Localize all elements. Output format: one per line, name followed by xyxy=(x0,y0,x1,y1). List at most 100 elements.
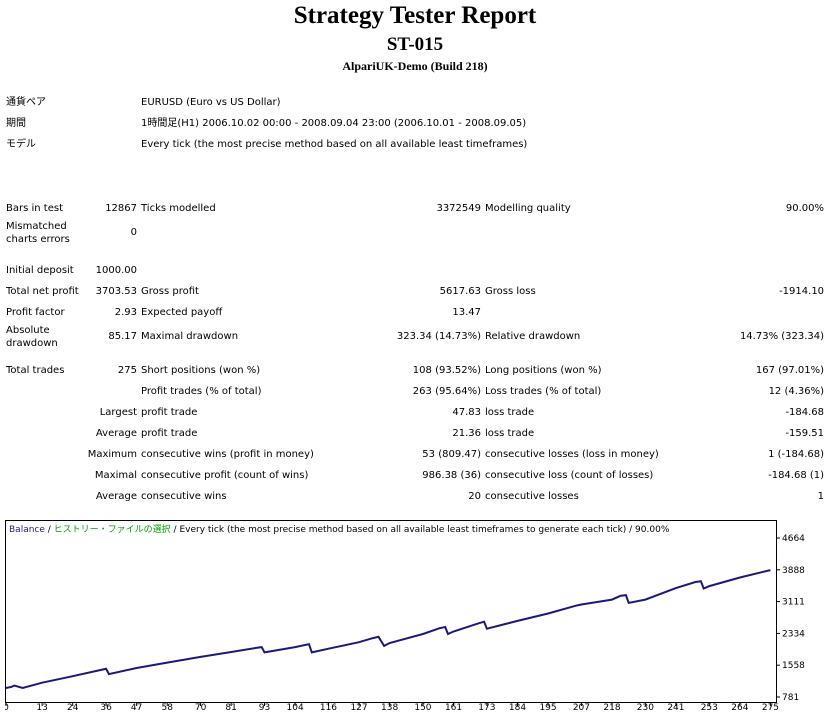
deposit-label: Initial deposit xyxy=(6,265,74,276)
row-net-profit: Total net profit 3703.53 Gross profit 56… xyxy=(4,281,826,302)
balance-chart: Balance / ヒストリー・ファイルの選択 / Every tick (th… xyxy=(5,520,805,710)
mismatch-value: 0 xyxy=(130,227,137,238)
y-tick-label: 3111 xyxy=(782,598,805,608)
row-largest: Largest profit trade 47.83 loss trade -1… xyxy=(4,402,826,423)
maximal-consecutive-profit-value: 986.38 (36) xyxy=(422,470,481,481)
ticks-label: Ticks modelled xyxy=(141,203,216,214)
chart-header-separator: / xyxy=(171,525,180,535)
x-tick-label: 116 xyxy=(320,703,337,710)
profit-factor-value: 2.93 xyxy=(114,307,137,318)
x-tick-label: 241 xyxy=(667,703,684,710)
max-consecutive-wins-value: 53 (809.47) xyxy=(422,449,481,460)
expected-payoff-value: 13.47 xyxy=(452,307,481,318)
average-consecutive-label: Average xyxy=(95,491,137,502)
short-positions-value: 108 (93.52%) xyxy=(412,365,481,376)
row-symbol: 通貨ペア EURUSD (Euro vs US Dollar) xyxy=(4,92,826,113)
largest-label: Largest xyxy=(99,407,137,418)
largest-profit-label: profit trade xyxy=(141,407,198,418)
quality-label: Modelling quality xyxy=(485,203,571,214)
row-bars: Bars in test 12867 Ticks modelled 337254… xyxy=(4,198,826,219)
loss-trades-value: 12 (4.36%) xyxy=(768,386,825,397)
row-deposit: Initial deposit 1000.00 xyxy=(4,260,826,281)
loss-trades-label: Loss trades (% of total) xyxy=(485,386,602,397)
total-trades-value: 275 xyxy=(117,365,137,376)
x-tick-label: 195 xyxy=(539,703,556,710)
period-label: 期間 xyxy=(6,118,26,129)
ticks-value: 3372549 xyxy=(436,203,481,214)
maximal-consecutive-loss-label: consecutive loss (count of losses) xyxy=(485,470,654,481)
model-value: Every tick (the most precise method base… xyxy=(141,139,528,150)
max-consecutive-losses-label: consecutive losses (loss in money) xyxy=(485,449,659,460)
largest-profit-value: 47.83 xyxy=(452,407,481,418)
gross-profit-value: 5617.63 xyxy=(439,286,481,297)
x-tick-label: 173 xyxy=(478,703,495,710)
maximum-label: Maximum xyxy=(87,449,137,460)
x-tick-label: 230 xyxy=(637,703,654,710)
server-name: AlpariUK-Demo (Build 218) xyxy=(342,59,488,73)
row-maximum: Maximum consecutive wins (profit in mone… xyxy=(4,444,826,465)
report-title: Strategy Tester Report xyxy=(293,2,537,29)
profit-trades-value: 263 (95.64%) xyxy=(412,386,481,397)
y-tick-label: 781 xyxy=(782,693,799,703)
x-tick-label: 58 xyxy=(162,703,174,710)
x-tick-label: 207 xyxy=(573,703,590,710)
long-positions-value: 167 (97.01%) xyxy=(755,365,825,376)
largest-loss-label: loss trade xyxy=(485,407,535,418)
x-tick-label: 13 xyxy=(36,703,47,710)
chart-header-history-link[interactable]: ヒストリー・ファイルの選択 xyxy=(54,523,171,535)
long-positions-label: Long positions (won %) xyxy=(485,365,602,376)
absolute-drawdown-value: 85.17 xyxy=(108,331,137,342)
average-profit-label: profit trade xyxy=(141,428,198,439)
average-consecutive-losses-value: 1 xyxy=(817,491,825,502)
average-consecutive-wins-value: 20 xyxy=(468,491,481,502)
report-table: 通貨ペア EURUSD (Euro vs US Dollar) 期間 1時間足(… xyxy=(4,92,826,507)
profit-trades-label: Profit trades (% of total) xyxy=(141,386,262,397)
x-tick-label: 47 xyxy=(131,703,142,710)
x-tick-label: 264 xyxy=(731,703,748,710)
net-profit-value: 3703.53 xyxy=(95,286,137,297)
row-drawdown: Absolute drawdown 85.17 Maximal drawdown… xyxy=(4,323,826,350)
row-period: 期間 1時間足(H1) 2006.10.02 00:00 - 2008.09.0… xyxy=(4,113,826,134)
x-tick-label: 0 xyxy=(5,703,9,710)
row-profit-factor: Profit factor 2.93 Expected payoff 13.47 xyxy=(4,302,826,323)
max-consecutive-losses-value: 1 (-184.68) xyxy=(768,449,825,460)
y-tick-label: 4664 xyxy=(782,534,805,544)
x-tick-label: 138 xyxy=(381,703,398,710)
x-tick-label: 104 xyxy=(287,703,304,710)
balance-line xyxy=(5,569,771,690)
expert-advisor-name: ST-015 xyxy=(386,34,444,55)
short-positions-label: Short positions (won %) xyxy=(141,365,261,376)
bars-value: 12867 xyxy=(105,203,137,214)
y-tick-label: 2334 xyxy=(782,629,805,639)
x-tick-label: 70 xyxy=(195,703,207,710)
row-profit-trades: Profit trades (% of total) 263 (95.64%) … xyxy=(4,381,826,402)
chart-header-balance: Balance xyxy=(9,525,45,535)
expected-payoff-label: Expected payoff xyxy=(141,307,223,318)
x-tick-label: 184 xyxy=(509,703,526,710)
profit-factor-label: Profit factor xyxy=(6,307,65,318)
gross-profit-label: Gross profit xyxy=(141,286,199,297)
row-average-consecutive: Average consecutive wins 20 consecutive … xyxy=(4,486,826,507)
symbol-value: EURUSD (Euro vs US Dollar) xyxy=(141,97,281,108)
row-maximal: Maximal consecutive profit (count of win… xyxy=(4,465,826,486)
x-tick-label: 81 xyxy=(225,703,236,710)
max-consecutive-wins-label: consecutive wins (profit in money) xyxy=(141,449,314,460)
chart-header-description: Every tick (the most precise method base… xyxy=(179,525,669,535)
x-tick-label: 253 xyxy=(701,703,718,710)
net-profit-label: Total net profit xyxy=(6,286,79,297)
average-consecutive-losses-label: consecutive losses xyxy=(485,491,579,502)
quality-value: 90.00% xyxy=(785,203,825,214)
total-trades-label: Total trades xyxy=(6,365,65,376)
x-tick-label: 275 xyxy=(762,703,779,710)
y-tick-label: 3888 xyxy=(782,566,805,576)
chart-header: Balance / ヒストリー・ファイルの選択 / Every tick (th… xyxy=(9,523,670,535)
symbol-label: 通貨ペア xyxy=(6,97,46,108)
row-model: モデル Every tick (the most precise method … xyxy=(4,134,826,155)
gross-loss-label: Gross loss xyxy=(485,286,536,297)
x-tick-label: 93 xyxy=(259,703,270,710)
maximal-consecutive-loss-value: -184.68 (1) xyxy=(768,470,825,481)
row-total-trades: Total trades 275 Short positions (won %)… xyxy=(4,360,826,381)
model-label: モデル xyxy=(6,139,36,150)
chart-header-separator: / xyxy=(45,525,54,535)
average-loss-value: -159.51 xyxy=(785,428,825,439)
